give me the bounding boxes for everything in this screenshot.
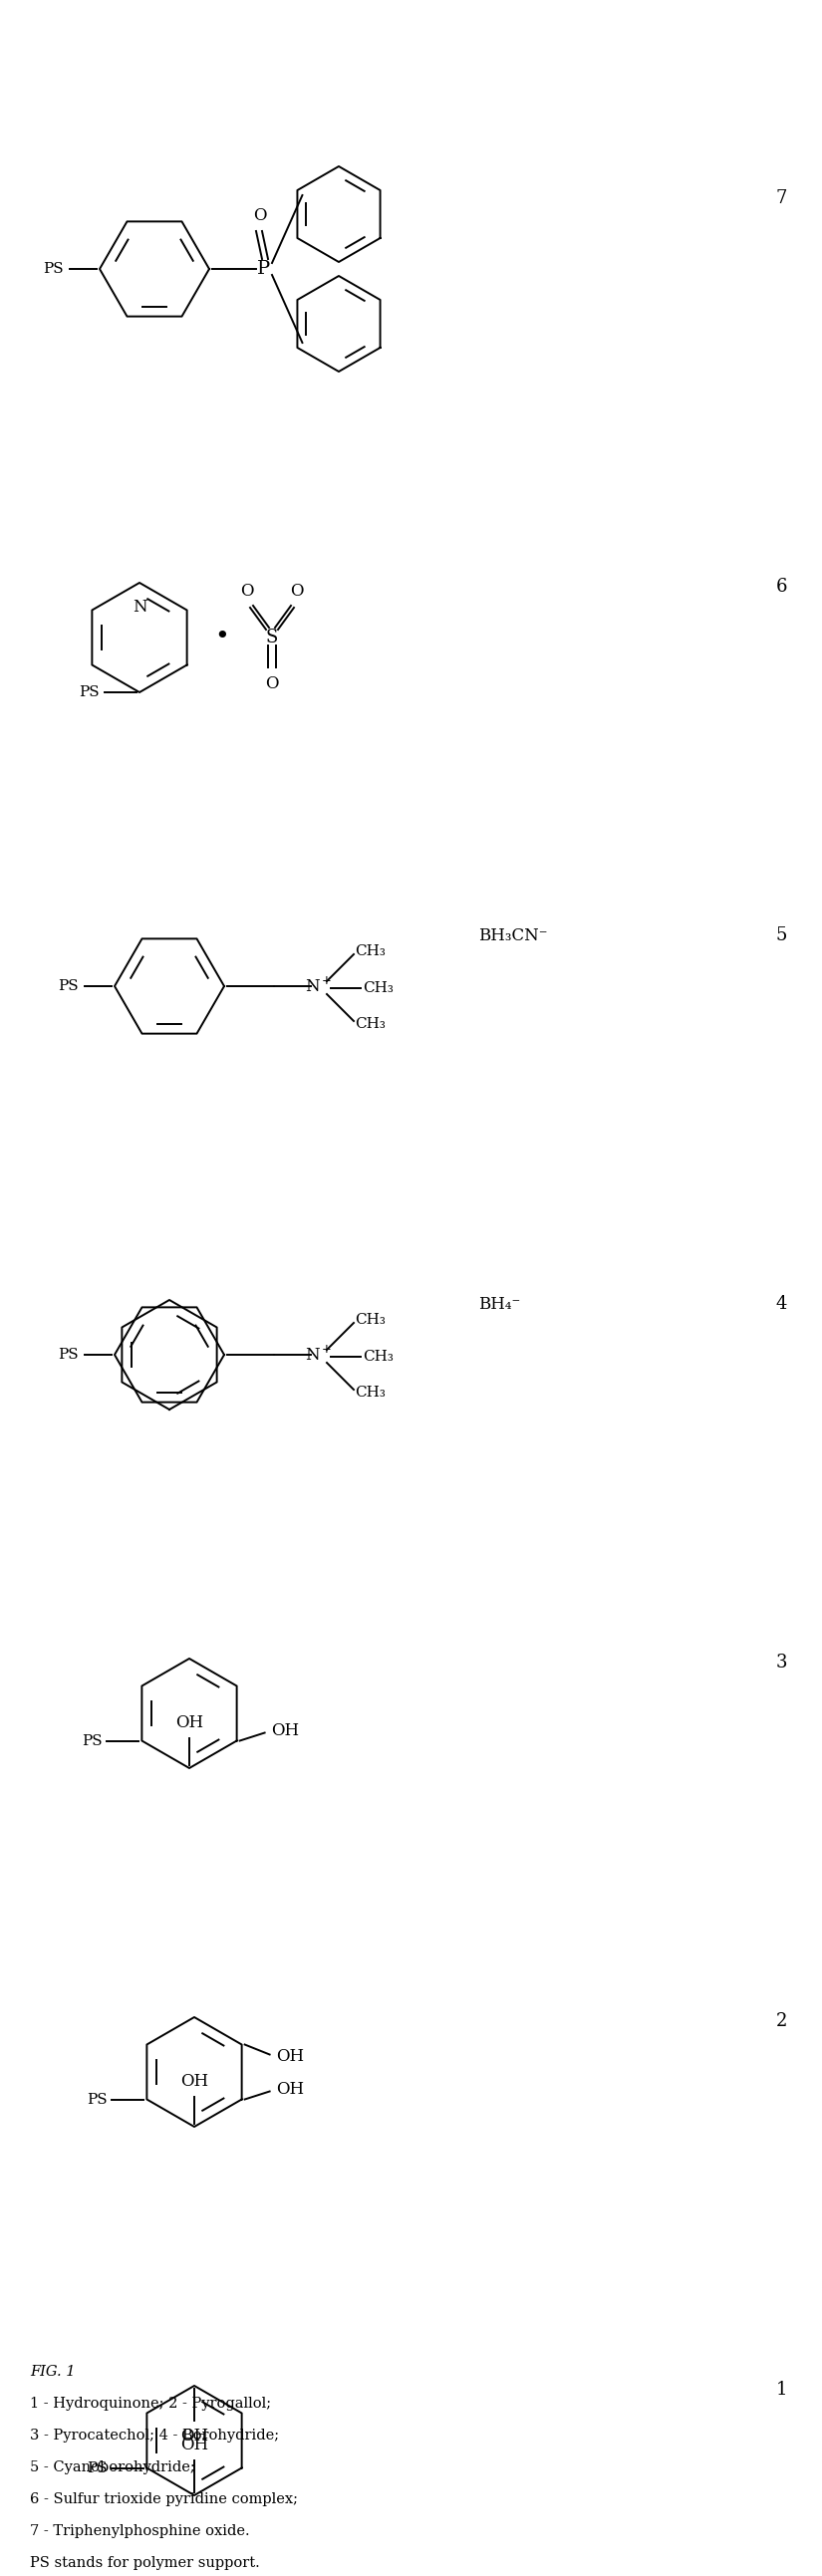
Text: CH₃: CH₃ (355, 1314, 386, 1327)
Text: OH: OH (180, 2437, 208, 2452)
Text: PS: PS (58, 1347, 79, 1363)
Text: O: O (290, 582, 303, 600)
Text: 5 - Cyanoborohydride;: 5 - Cyanoborohydride; (30, 2460, 195, 2476)
Text: CH₃: CH₃ (363, 1350, 394, 1363)
Text: CH₃: CH₃ (355, 945, 386, 958)
Text: N$^+$: N$^+$ (305, 976, 333, 997)
Text: CH₃: CH₃ (363, 981, 394, 994)
Text: 3 - Pyrocatechol; 4 - Borohydride;: 3 - Pyrocatechol; 4 - Borohydride; (30, 2429, 279, 2442)
Text: O: O (266, 675, 279, 693)
Text: O: O (240, 582, 254, 600)
Text: O: O (253, 206, 267, 224)
Text: S: S (266, 629, 278, 647)
Text: PS: PS (81, 1734, 102, 1747)
Text: OH: OH (270, 1723, 298, 1739)
Text: PS: PS (86, 2092, 107, 2107)
Text: 4: 4 (776, 1296, 787, 1314)
Text: OH: OH (275, 2081, 303, 2097)
Text: 1: 1 (776, 2380, 787, 2398)
Text: PS: PS (86, 2460, 107, 2476)
Text: OH: OH (180, 2074, 208, 2089)
Text: 6: 6 (776, 577, 787, 595)
Text: FIG. 1: FIG. 1 (30, 2365, 76, 2378)
Text: OH: OH (180, 2427, 208, 2445)
Text: OH: OH (275, 2048, 303, 2066)
Text: PS: PS (44, 263, 64, 276)
Text: 5: 5 (776, 927, 787, 945)
Text: N: N (132, 598, 147, 616)
Text: 2: 2 (776, 2012, 787, 2030)
Text: N$^+$: N$^+$ (305, 1345, 333, 1365)
Text: PS: PS (58, 979, 79, 994)
Text: P: P (257, 260, 270, 278)
Text: 6 - Sulfur trioxide pyridine complex;: 6 - Sulfur trioxide pyridine complex; (30, 2494, 298, 2506)
Text: CH₃: CH₃ (355, 1386, 386, 1399)
Text: CH₃: CH₃ (355, 1018, 386, 1030)
Text: 3: 3 (776, 1654, 787, 1672)
Text: BH₄⁻: BH₄⁻ (478, 1296, 520, 1314)
Text: PS stands for polymer support.: PS stands for polymer support. (30, 2555, 260, 2571)
Text: PS: PS (79, 685, 99, 698)
Text: OH: OH (175, 1716, 203, 1731)
Text: 7 - Triphenylphosphine oxide.: 7 - Triphenylphosphine oxide. (30, 2524, 250, 2537)
Text: •: • (215, 626, 229, 649)
Text: BH₃CN⁻: BH₃CN⁻ (478, 927, 547, 945)
Text: 7: 7 (776, 188, 787, 206)
Text: 1 - Hydroquinone; 2 - Pyrogallol;: 1 - Hydroquinone; 2 - Pyrogallol; (30, 2396, 271, 2411)
